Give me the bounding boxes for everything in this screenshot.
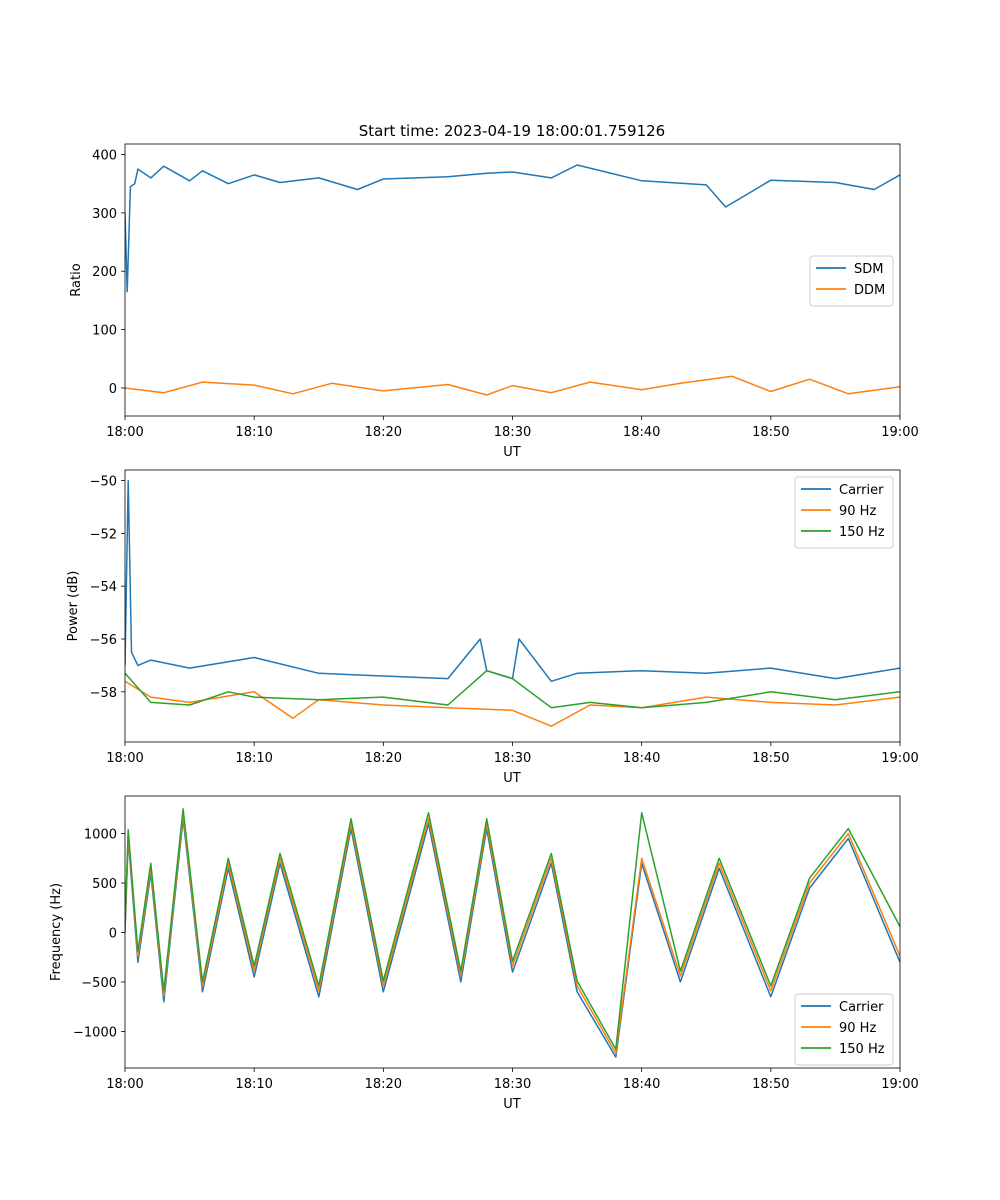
legend-label: SDM	[854, 262, 883, 277]
x-tick-label: 18:20	[365, 751, 402, 766]
series-line-90-hz	[125, 813, 900, 1054]
ratio-y-axis-label: Ratio	[69, 263, 84, 296]
plot-frame	[124, 795, 901, 1069]
ratio-plot-area: 18:00 18:10 18:20 18:30 18:40 18:50 19:00 400 30…	[92, 143, 919, 440]
legend-label: 150 Hz	[839, 1042, 885, 1057]
frequency-y-axis-label: Frequency (Hz)	[49, 883, 64, 981]
x-tick-label: 18:30	[494, 751, 531, 766]
x-tick-label: 18:00	[106, 751, 143, 766]
legend-label: 90 Hz	[839, 1021, 876, 1036]
panel-power: Power (dB) UT 18:00 18:10 18:20 18:30 18:40 1…	[66, 469, 919, 786]
power-x-axis-label: UT	[503, 771, 521, 786]
y-tick-label: 200	[92, 265, 117, 280]
ratio-x-axis-label: UT	[503, 445, 521, 460]
series-line-carrier	[125, 479, 900, 683]
y-tick-label: −52	[90, 527, 117, 542]
series-line-sdm	[125, 164, 900, 293]
legend-label: Carrier	[839, 483, 884, 498]
figure-title: Start time: 2023-04-19 18:00:01.759126	[359, 122, 665, 140]
x-tick-label: 18:30	[494, 425, 531, 440]
x-tick-label: 18:10	[235, 751, 272, 766]
legend-label: DDM	[854, 283, 885, 298]
legend-label: 150 Hz	[839, 525, 885, 540]
y-tick-label: −58	[90, 686, 117, 701]
y-tick-label: −1000	[73, 1025, 117, 1040]
y-tick-label: 400	[92, 149, 117, 164]
y-tick-label: −54	[90, 580, 117, 595]
panel-ratio: Ratio UT 18:00 18:10 18:20 18:30 18:40 18:50 1…	[69, 143, 919, 460]
x-tick-label: 19:00	[881, 1077, 918, 1092]
x-tick-label: 18:10	[235, 425, 272, 440]
power-y-axis-label: Power (dB)	[66, 571, 81, 642]
y-tick-label: −500	[81, 976, 117, 991]
legend-label: 90 Hz	[839, 504, 876, 519]
y-tick-label: −56	[90, 633, 117, 648]
x-tick-label: 18:00	[106, 1077, 143, 1092]
y-tick-label: 300	[92, 207, 117, 222]
series-line-150-hz	[125, 808, 900, 1050]
x-tick-label: 18:40	[623, 1077, 660, 1092]
x-tick-label: 18:50	[752, 1077, 789, 1092]
x-tick-label: 19:00	[881, 751, 918, 766]
y-tick-label: 0	[109, 382, 117, 397]
x-tick-label: 18:20	[365, 425, 402, 440]
series-line-150-hz	[125, 669, 900, 709]
x-tick-label: 18:40	[623, 751, 660, 766]
panel-frequency: Frequency (Hz) UT 18:00 18:10 18:20 18:30 18…	[49, 795, 919, 1112]
x-tick-label: 18:00	[106, 425, 143, 440]
x-tick-label: 18:10	[235, 1077, 272, 1092]
y-tick-label: 0	[109, 926, 117, 941]
series-line-carrier	[125, 817, 900, 1058]
x-tick-label: 18:50	[752, 425, 789, 440]
y-tick-label: 1000	[84, 828, 117, 843]
frequency-plot-area: 18:00 18:10 18:20 18:30 18:40 18:50 19:00 1000 5…	[73, 795, 919, 1092]
legend-label: Carrier	[839, 1000, 884, 1015]
x-tick-label: 18:20	[365, 1077, 402, 1092]
x-tick-label: 19:00	[881, 425, 918, 440]
x-tick-label: 18:30	[494, 1077, 531, 1092]
x-tick-label: 18:50	[752, 751, 789, 766]
frequency-x-axis-label: UT	[503, 1097, 521, 1112]
power-plot-area: 18:00 18:10 18:20 18:30 18:40 18:50 19:00 −50 −5…	[90, 469, 919, 766]
series-line-90-hz	[125, 680, 900, 727]
y-tick-label: −50	[90, 475, 117, 490]
x-tick-label: 18:40	[623, 425, 660, 440]
plot-frame	[124, 143, 901, 417]
series-line-ddm	[125, 375, 900, 396]
y-tick-label: 100	[92, 324, 117, 339]
plot-frame	[124, 469, 901, 743]
y-tick-label: 500	[92, 877, 117, 892]
